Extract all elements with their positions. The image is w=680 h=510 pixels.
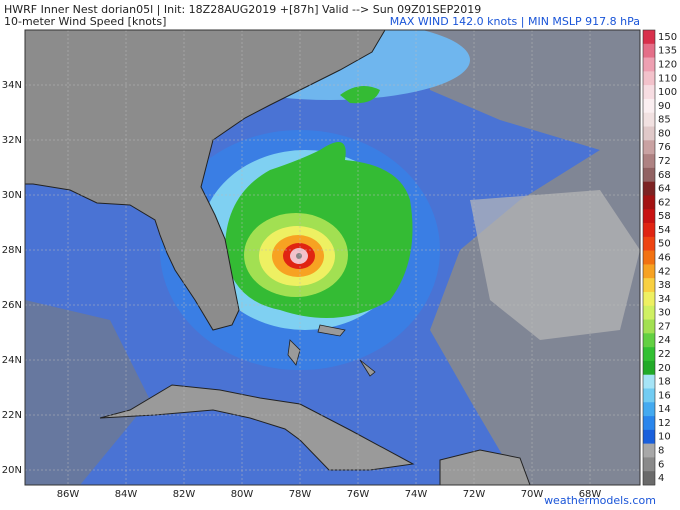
lon-label: 84W [115,489,138,500]
colorbar-swatch [643,126,655,141]
colorbar-swatch [643,333,655,348]
lat-label: 26N [2,300,22,311]
colorbar-swatch [643,443,655,458]
colorbar-swatch [643,98,655,114]
colorbar-label: 64 [658,184,671,195]
subtitle: 10-meter Wind Speed [knots] [4,15,166,28]
colorbar: 1501351201101009085807672686462585450464… [642,29,677,486]
colorbar-label: 90 [658,101,671,112]
colorbar-swatch [643,291,655,307]
colorbar-label: 76 [658,142,671,153]
colorbar-label: 85 [658,115,671,126]
colorbar-swatch [643,264,655,279]
colorbar-swatch [643,209,655,224]
colorbar-label: 46 [658,253,671,264]
lat-label: 20N [2,465,22,476]
map-frame [24,29,641,486]
lon-label: 68W [579,489,602,500]
colorbar-label: 120 [658,59,677,70]
colorbar-swatch [643,471,655,486]
lat-labels: 34N 32N 30N 28N 26N 24N 22N 20N [2,80,22,476]
colorbar-swatch [643,57,655,72]
colorbar-swatch [643,278,655,293]
colorbar-swatch [643,402,655,417]
colorbar-swatch [643,319,655,334]
colorbar-swatch [643,347,655,362]
lon-label: 70W [521,489,544,500]
colorbar-label: 30 [658,308,671,319]
colorbar-label: 10 [658,432,671,443]
colorbar-label: 150 [658,32,677,43]
lon-label: 80W [231,489,254,500]
colorbar-label: 4 [658,473,664,484]
colorbar-swatch [643,223,655,238]
lon-label: 76W [347,489,370,500]
colorbar-label: 50 [658,239,671,250]
colorbar-swatch [643,457,655,472]
colorbar-label: 22 [658,349,671,360]
colorbar-label: 18 [658,377,671,388]
colorbar-swatch [643,388,655,403]
colorbar-swatch [643,305,655,320]
colorbar-label: 27 [658,321,671,332]
colorbar-swatch [643,112,655,127]
lon-label: 78W [289,489,312,500]
colorbar-label: 6 [658,459,664,470]
colorbar-label: 16 [658,390,671,401]
lat-label: 32N [2,135,22,146]
colorbar-swatch [643,416,655,431]
lat-label: 30N [2,190,22,201]
colorbar-swatch [643,43,655,58]
colorbar-swatch [643,360,655,375]
colorbar-label: 38 [658,280,671,291]
colorbar-swatch [643,30,655,45]
lon-label: 86W [57,489,80,500]
colorbar-label: 8 [658,446,664,457]
colorbar-swatch [643,140,655,155]
colorbar-label: 68 [658,170,671,181]
colorbar-swatch [643,154,655,169]
colorbar-label: 24 [658,335,671,346]
colorbar-label: 12 [658,418,671,429]
colorbar-swatch [643,374,655,389]
colorbar-label: 34 [658,294,671,305]
lat-label: 34N [2,80,22,91]
lat-label: 22N [2,410,22,421]
colorbar-label: 54 [658,225,671,236]
colorbar-swatch [643,71,655,86]
stats: MAX WIND 142.0 knots | MIN MSLP 917.8 hP… [390,15,640,28]
lon-labels: 86W 84W 82W 80W 78W 76W 74W 72W 70W 68W [57,489,602,500]
lon-label: 72W [463,489,486,500]
title: HWRF Inner Nest dorian05l | Init: 18Z28A… [4,3,481,16]
colorbar-label: 100 [658,87,677,98]
lon-label: 74W [405,489,428,500]
colorbar-label: 80 [658,128,671,139]
colorbar-swatch [643,429,655,444]
lon-label: 82W [173,489,196,500]
colorbar-swatch [643,236,655,251]
colorbar-label: 110 [658,73,677,84]
lat-label: 24N [2,355,22,366]
map [25,30,640,485]
colorbar-label: 72 [658,156,671,167]
colorbar-label: 58 [658,211,671,222]
colorbar-label: 20 [658,363,671,374]
colorbar-label: 62 [658,197,671,208]
colorbar-frame [642,29,656,486]
colorbar-swatch [643,167,655,182]
colorbar-label: 135 [658,46,677,57]
watermark: weathermodels.com [544,494,656,507]
lat-label: 28N [2,245,22,256]
colorbar-label: 42 [658,266,671,277]
colorbar-swatch [643,85,655,100]
colorbar-swatch [643,181,655,196]
colorbar-label: 14 [658,404,671,415]
colorbar-swatch [643,195,655,210]
colorbar-swatch [643,250,655,265]
